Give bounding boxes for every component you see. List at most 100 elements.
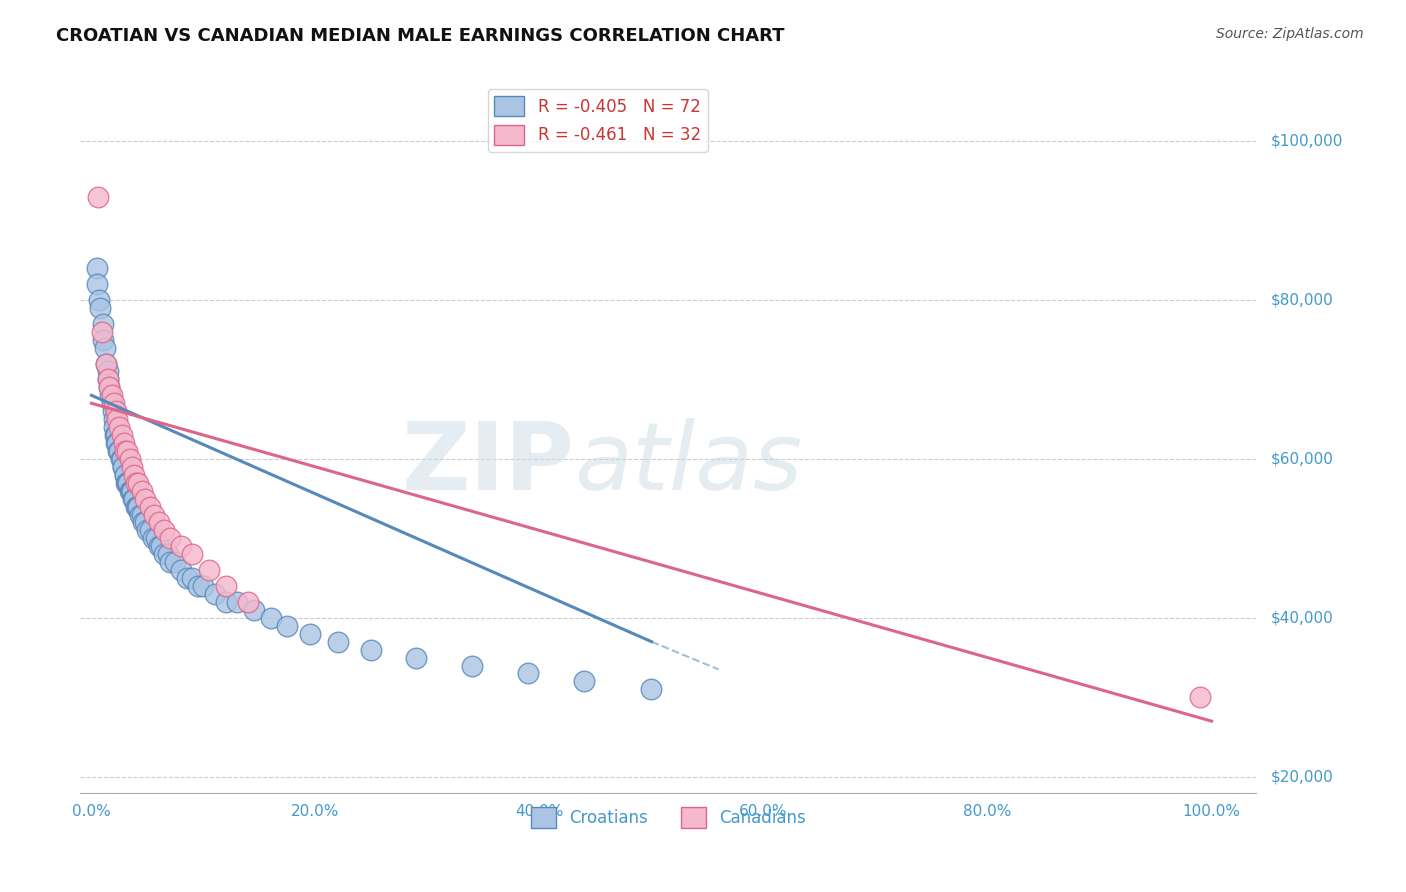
Point xyxy=(117,444,139,458)
Point xyxy=(215,595,238,609)
Point xyxy=(156,547,179,561)
Point xyxy=(461,658,484,673)
Point xyxy=(640,682,662,697)
Point xyxy=(574,674,596,689)
Point xyxy=(105,404,128,418)
Point xyxy=(176,571,198,585)
Text: $80,000: $80,000 xyxy=(1271,293,1333,308)
Point xyxy=(122,491,145,506)
Point xyxy=(121,483,143,498)
Point xyxy=(153,547,176,561)
Text: $20,000: $20,000 xyxy=(1271,769,1333,784)
Point xyxy=(181,547,204,561)
Point xyxy=(86,261,108,276)
Point xyxy=(243,603,266,617)
Point xyxy=(127,500,149,514)
Point xyxy=(105,428,128,442)
Point xyxy=(89,293,111,307)
Point xyxy=(405,650,427,665)
Point xyxy=(148,539,170,553)
Point xyxy=(94,357,117,371)
Point xyxy=(215,579,238,593)
Point xyxy=(111,459,134,474)
Point xyxy=(98,380,121,394)
Point xyxy=(103,396,125,410)
Point xyxy=(110,451,132,466)
Point xyxy=(105,412,128,426)
Point xyxy=(204,587,226,601)
Point xyxy=(114,467,136,482)
Point xyxy=(104,428,127,442)
Text: atlas: atlas xyxy=(574,418,803,509)
Point xyxy=(226,595,249,609)
Point xyxy=(259,611,281,625)
Point xyxy=(112,436,135,450)
Point xyxy=(91,317,114,331)
Point xyxy=(165,555,187,569)
Point xyxy=(117,475,139,490)
Point xyxy=(103,412,125,426)
Point xyxy=(89,301,111,315)
Point xyxy=(149,539,172,553)
Point xyxy=(159,555,181,569)
Point xyxy=(238,595,260,609)
Point xyxy=(153,524,176,538)
Point xyxy=(148,516,170,530)
Point xyxy=(134,516,156,530)
Point xyxy=(111,451,134,466)
Point xyxy=(114,444,136,458)
Point xyxy=(138,500,160,514)
Point xyxy=(181,571,204,585)
Legend: Croatians, Canadians: Croatians, Canadians xyxy=(524,801,813,834)
Point xyxy=(121,459,143,474)
Point xyxy=(198,563,221,577)
Point xyxy=(142,532,165,546)
Point xyxy=(298,626,321,640)
Point xyxy=(101,404,124,418)
Point xyxy=(98,380,121,394)
Point xyxy=(97,364,120,378)
Point xyxy=(100,388,122,402)
Text: $40,000: $40,000 xyxy=(1271,610,1333,625)
Point xyxy=(326,634,349,648)
Text: $100,000: $100,000 xyxy=(1271,134,1343,148)
Point xyxy=(108,420,131,434)
Point xyxy=(159,532,181,546)
Point xyxy=(276,619,298,633)
Point xyxy=(91,333,114,347)
Point xyxy=(115,475,138,490)
Text: Source: ZipAtlas.com: Source: ZipAtlas.com xyxy=(1216,27,1364,41)
Text: CROATIAN VS CANADIAN MEDIAN MALE EARNINGS CORRELATION CHART: CROATIAN VS CANADIAN MEDIAN MALE EARNING… xyxy=(56,27,785,45)
Point xyxy=(128,508,150,522)
Point xyxy=(131,508,153,522)
Point xyxy=(145,532,167,546)
Point xyxy=(122,491,145,506)
Point xyxy=(1189,690,1212,705)
Point xyxy=(111,428,134,442)
Point xyxy=(132,516,155,530)
Point xyxy=(114,467,136,482)
Point xyxy=(136,524,159,538)
Point xyxy=(103,420,125,434)
Point xyxy=(86,277,108,291)
Point xyxy=(125,475,148,490)
Point xyxy=(193,579,215,593)
Point xyxy=(107,444,129,458)
Point xyxy=(134,491,156,506)
Point xyxy=(105,436,128,450)
Point xyxy=(170,563,193,577)
Point xyxy=(143,508,166,522)
Point xyxy=(97,372,120,386)
Point xyxy=(108,444,131,458)
Point xyxy=(170,539,193,553)
Point xyxy=(90,325,112,339)
Point xyxy=(105,436,128,450)
Point xyxy=(111,459,134,474)
Point xyxy=(122,467,145,482)
Point xyxy=(94,357,117,371)
Point xyxy=(360,642,382,657)
Point xyxy=(131,483,153,498)
Point xyxy=(87,189,110,203)
Point xyxy=(118,483,141,498)
Point xyxy=(187,579,209,593)
